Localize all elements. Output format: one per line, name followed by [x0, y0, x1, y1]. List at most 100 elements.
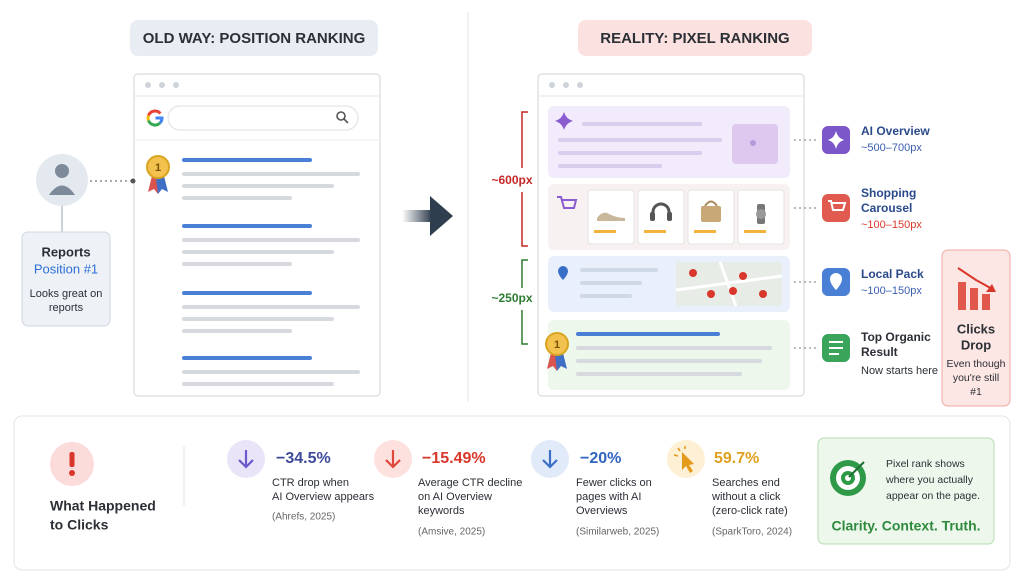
product-cards-part	[651, 202, 671, 218]
organic-block	[548, 320, 790, 390]
reports-heading: Reports	[41, 244, 90, 259]
title-pill	[130, 20, 378, 56]
pin-icon	[558, 266, 568, 280]
medal-part	[156, 176, 168, 194]
legend-label: Carousel	[861, 201, 912, 215]
cart-icon	[557, 196, 578, 209]
legend-connectors	[794, 139, 818, 349]
window-dots-part	[577, 82, 583, 88]
size-brackets-part	[521, 259, 528, 345]
search-logo-part	[155, 116, 164, 125]
search-icon-part	[336, 111, 346, 121]
summary-text: Pixel rank shows	[886, 458, 965, 470]
transition-arrow-part	[430, 196, 453, 236]
user-icon-part	[36, 154, 88, 206]
connector-dot	[130, 178, 136, 184]
user-icon	[36, 154, 88, 206]
panel-title: REALITY: PIXEL RANKING	[600, 30, 789, 47]
search-logo	[146, 109, 164, 127]
clicks-drop-title: Drop	[961, 337, 991, 352]
alert-icon-part	[69, 470, 75, 476]
clicks-drop-title: Clicks	[957, 321, 995, 336]
reports-note: reports	[49, 302, 84, 314]
stat-description: Searches end	[712, 477, 780, 489]
window-dots	[549, 82, 583, 88]
summary-tagline: Clarity. Context. Truth.	[831, 518, 980, 534]
sparkle-icon	[555, 112, 573, 130]
medal-part	[545, 332, 569, 356]
clicks-drop-icon-part	[986, 284, 996, 292]
clicks-drop-note: you're still	[953, 372, 999, 384]
stat-source: (Similarweb, 2025)	[576, 527, 659, 538]
product-cards-part	[701, 206, 721, 222]
clicks-drop-icon-part	[970, 288, 978, 310]
search-logo-part	[147, 109, 162, 117]
title-pill	[578, 20, 812, 56]
stat-description: Overviews	[576, 505, 628, 517]
window-dots-part	[549, 82, 555, 88]
product-cards-part-part	[644, 230, 666, 233]
map-roads-part	[718, 261, 738, 307]
stat-icons-part	[542, 450, 558, 469]
product-cards-part	[756, 209, 766, 219]
product-cards-part	[704, 200, 718, 207]
ai-lines	[558, 122, 722, 168]
legend-label: AI Overview	[861, 124, 930, 138]
medal-rank: 1	[554, 339, 560, 351]
map-pins	[689, 269, 767, 298]
product-cards-part	[597, 212, 625, 221]
target-icon-part	[848, 461, 865, 478]
transition-arrow	[402, 196, 453, 236]
reality-panel: REALITY: PIXEL RANKING 1	[491, 20, 1011, 407]
stat-source: (Amsive, 2025)	[418, 527, 485, 538]
section-title: to Clicks	[50, 517, 109, 533]
product-cards-part	[667, 212, 672, 221]
legend-label: Local Pack	[861, 267, 924, 281]
clicks-drop-icon-part	[982, 294, 990, 310]
ai-image-dot	[750, 140, 756, 146]
clicks-drop-note: #1	[970, 386, 982, 398]
map-pins-part	[739, 272, 747, 280]
search-icon	[336, 111, 349, 124]
legend-label: Shopping	[861, 186, 916, 200]
bracket-label: ~250px	[491, 291, 532, 305]
stat-source: (SparkToro, 2024)	[712, 527, 792, 538]
transition-arrow-part	[402, 210, 432, 222]
stat-icons-part	[385, 450, 401, 469]
legend-icons-part	[822, 194, 850, 222]
stat-description: pages with AI	[576, 491, 641, 503]
window-dots-part	[159, 82, 165, 88]
reports-position: Position #1	[34, 261, 98, 276]
browser-window	[133, 73, 381, 397]
stat-description: CTR drop when	[272, 477, 349, 489]
summary-text: where you actually	[885, 474, 974, 486]
alert-icon	[50, 442, 94, 486]
legend-icons-part	[829, 341, 843, 355]
legend-label: Top Organic	[861, 330, 931, 344]
legend-label: Result	[861, 345, 898, 359]
reports-note: Looks great on	[30, 288, 103, 300]
map-pins-part	[689, 269, 697, 277]
panel-title: OLD WAY: POSITION RANKING	[143, 30, 366, 47]
user-icon-part	[55, 164, 69, 178]
legend-detail: ~500–700px	[861, 142, 922, 154]
map-pins-part	[759, 290, 767, 298]
alert-icon-part	[69, 452, 75, 467]
clicks-drop-icon-part	[957, 267, 995, 291]
search-logo-part	[147, 119, 162, 127]
stat-value: −34.5%	[276, 450, 331, 467]
product-cards	[587, 189, 785, 245]
window-dots-part	[563, 82, 569, 88]
size-brackets	[521, 111, 528, 345]
results	[182, 158, 360, 386]
stat-icons-part	[238, 450, 254, 469]
user-icon-part	[49, 185, 75, 195]
product-cards-part-part	[694, 230, 716, 233]
clicks-drop-icon	[957, 267, 996, 310]
medal-part	[555, 353, 567, 371]
clicks-drop-icon-part	[958, 282, 966, 310]
stat-icons-part	[673, 446, 686, 457]
map-pins-part	[707, 290, 715, 298]
window-dots	[145, 82, 179, 88]
